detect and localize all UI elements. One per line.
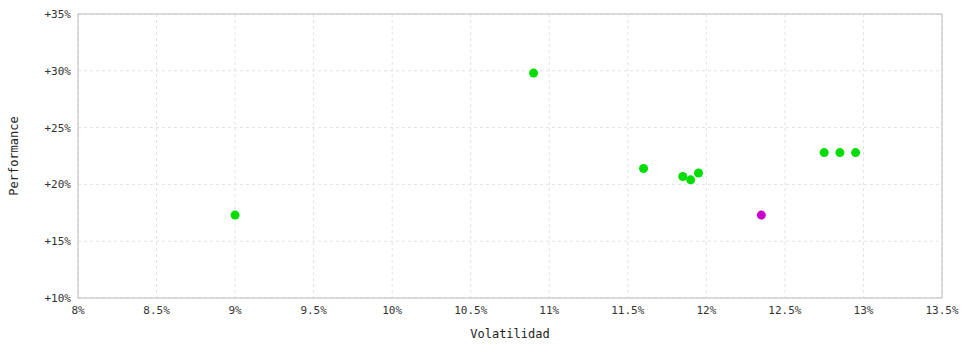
point	[686, 175, 695, 184]
y-grid-line	[78, 70, 942, 71]
point	[529, 69, 538, 78]
x-tick-label: 9.5%	[300, 304, 327, 317]
y-tick-label: +25%	[45, 122, 72, 135]
chart: 8% 8.5% 9% 9.5% 10% 10.5% 11% 11.5% 12% 12.5% 13% 1…	[0, 0, 966, 350]
point	[757, 211, 766, 220]
x-grid-line	[706, 14, 707, 298]
y-tick-label: +35%	[45, 8, 72, 21]
point	[639, 164, 648, 173]
x-tick-label: 8.5%	[143, 304, 170, 317]
x-grid-line	[313, 14, 314, 298]
x-grid-line	[470, 14, 471, 298]
point	[835, 148, 844, 157]
y-tick-label: +10%	[45, 292, 72, 305]
x-grid-line	[392, 14, 393, 298]
x-axis-label: Volatilidad	[470, 327, 549, 341]
y-grid-line	[78, 184, 942, 185]
x-grid-line	[784, 14, 785, 298]
x-grid-line	[156, 14, 157, 298]
y-tick-label: +20%	[45, 178, 72, 191]
x-grid-line	[235, 14, 236, 298]
series	[231, 69, 861, 220]
x-tick-label: 12.5%	[768, 304, 801, 317]
y-axis-label: Performance	[7, 116, 21, 195]
x-tick-label: 10%	[382, 304, 402, 317]
point	[820, 148, 829, 157]
x-grid-line	[863, 14, 864, 298]
x-tick-label: 9%	[228, 304, 242, 317]
point	[851, 148, 860, 157]
point	[694, 169, 703, 178]
x-tick-label: 8%	[71, 304, 85, 317]
x-tick-label: 12%	[696, 304, 716, 317]
x-tick-label: 11%	[539, 304, 559, 317]
series	[757, 211, 766, 220]
point	[231, 211, 240, 220]
x-tick-label: 13.5%	[925, 304, 958, 317]
y-tick-label: +30%	[45, 65, 72, 78]
plot-frame	[78, 14, 942, 298]
y-grid-line	[78, 127, 942, 128]
axes: 8% 8.5% 9% 9.5% 10% 10.5% 11% 11.5% 12% 12.5% 13% 1…	[45, 8, 959, 317]
point	[678, 172, 687, 181]
x-tick-label: 11.5%	[611, 304, 644, 317]
y-tick-label: +15%	[45, 235, 72, 248]
plot-area	[78, 14, 942, 298]
grid	[78, 14, 942, 298]
x-grid-line	[549, 14, 550, 298]
y-grid-line	[78, 241, 942, 242]
x-grid-line	[627, 14, 628, 298]
x-tick-label: 10.5%	[454, 304, 487, 317]
points	[231, 69, 861, 220]
x-tick-label: 13%	[854, 304, 874, 317]
